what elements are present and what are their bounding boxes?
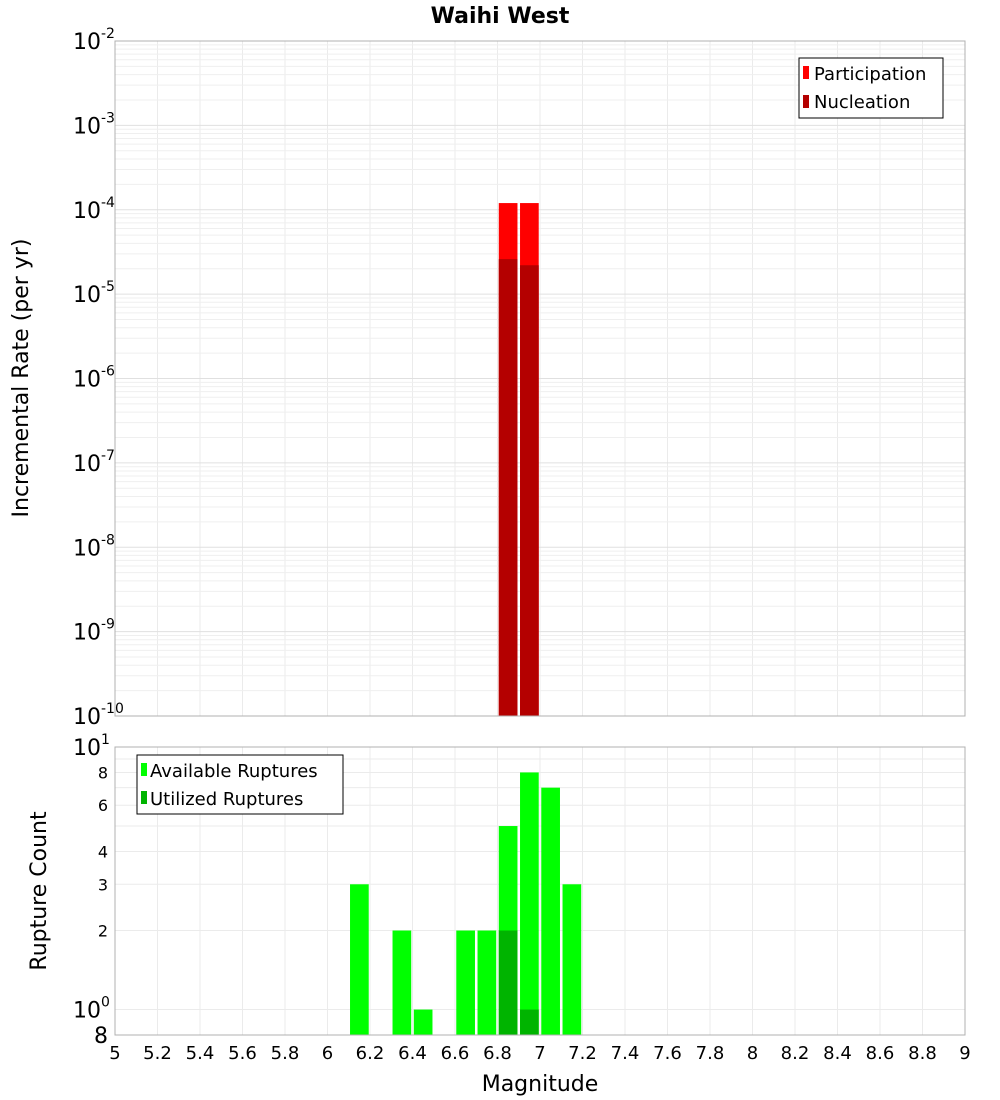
x-tick-label: 8.6 (866, 1043, 895, 1064)
top-y-tick-label: 10-4 (73, 195, 115, 224)
legend-label-participation: Participation (814, 64, 926, 85)
bottom-plot-legend: Available Ruptures Utilized Ruptures (136, 754, 344, 815)
x-tick-label: 6.8 (483, 1043, 512, 1064)
nucleation-bar (498, 259, 518, 716)
x-tick-label: 7.8 (696, 1043, 725, 1064)
top-y-tick-label: 10-5 (73, 279, 115, 308)
available-ruptures-bar (562, 884, 582, 1035)
top-y-tick-label: 10-2 (73, 26, 115, 55)
x-tick-label: 8.4 (823, 1043, 852, 1064)
legend-swatch-nucleation (803, 95, 809, 108)
top-y-tick-label: 10-7 (73, 448, 115, 477)
x-tick-label: 7.2 (568, 1043, 597, 1064)
legend-label-utilized: Utilized Ruptures (150, 789, 303, 810)
top-y-tick-label: 10-8 (73, 532, 115, 561)
top-y-tick-label: 10-10 (73, 701, 124, 730)
top-y-tick-label: 10-3 (73, 110, 115, 139)
bottom-y-tick-label: 8 (94, 1024, 108, 1049)
x-tick-label: 6.6 (441, 1043, 470, 1064)
top-plot-legend: Participation Nucleation (798, 57, 944, 119)
x-tick-label: 6 (322, 1043, 333, 1064)
x-tick-label: 8.2 (781, 1043, 810, 1064)
x-axis-label: Magnitude (482, 1072, 599, 1097)
x-tick-label: 5.6 (228, 1043, 257, 1064)
legend-label-nucleation: Nucleation (814, 92, 910, 113)
bottom-plot-bars (350, 772, 582, 1035)
x-tick-label: 7.4 (611, 1043, 640, 1064)
available-ruptures-bar (520, 772, 539, 1035)
bottom-y-decade-label: 100 (73, 995, 110, 1024)
available-ruptures-bar (456, 930, 475, 1035)
top-plot-frame (114, 40, 966, 717)
utilized-ruptures-bar (498, 930, 518, 1035)
bottom-plot-y-axis-label: Rupture Count (27, 811, 52, 971)
bottom-y-tick-label: 8 (98, 763, 108, 782)
bottom-plot-x-ticks: 5 5.2 5.4 5.6 5.8 6 6.2 6.4 6.6 6.8 7 7.2 7.4 7.6 7.8 8… (109, 1043, 970, 1064)
top-plot-y-ticks: 10-10 10-9 10-8 10-7 10-6 10-5 10-4 10-3 10-2 (73, 26, 124, 730)
available-ruptures-bar (413, 1009, 433, 1035)
legend-swatch-utilized (141, 791, 147, 804)
bottom-y-tick-label: 2 (98, 922, 108, 941)
nucleation-bar (520, 265, 539, 716)
x-tick-label: 6.4 (398, 1043, 427, 1064)
top-plot-y-axis-label: Incremental Rate (per yr) (9, 239, 34, 518)
x-tick-label: 8 (747, 1043, 758, 1064)
available-ruptures-bar (477, 930, 497, 1035)
available-ruptures-bar (541, 787, 560, 1035)
bottom-plot-frame (114, 746, 966, 1036)
bottom-plot-grid (114, 747, 966, 1035)
legend-swatch-participation (803, 66, 809, 79)
top-plot-bars (498, 203, 539, 716)
x-tick-label: 5.2 (143, 1043, 172, 1064)
top-legend-frame (798, 57, 944, 119)
x-tick-label: 7 (534, 1043, 545, 1064)
utilized-ruptures-bar (520, 1009, 539, 1035)
available-ruptures-bar (350, 884, 369, 1035)
x-tick-label: 5 (109, 1043, 120, 1064)
top-plot-grid (114, 41, 966, 717)
x-tick-label: 7.6 (653, 1043, 682, 1064)
bottom-legend-frame (136, 754, 344, 815)
x-tick-label: 5.4 (186, 1043, 215, 1064)
bottom-y-decade-label: 101 (73, 732, 110, 761)
chart-title: Waihi West (431, 4, 570, 29)
bottom-y-tick-label: 4 (98, 842, 108, 861)
x-tick-label: 8.8 (908, 1043, 937, 1064)
legend-swatch-available (141, 763, 147, 776)
available-ruptures-bar (392, 930, 412, 1035)
bottom-y-tick-label: 3 (98, 875, 108, 894)
legend-label-available: Available Ruptures (150, 761, 318, 782)
bottom-y-tick-label: 6 (98, 796, 108, 815)
x-tick-label: 6.2 (356, 1043, 385, 1064)
top-y-tick-label: 10-6 (73, 364, 115, 393)
top-y-tick-label: 10-9 (73, 617, 115, 646)
x-tick-label: 5.8 (271, 1043, 300, 1064)
x-tick-label: 9 (959, 1043, 970, 1064)
